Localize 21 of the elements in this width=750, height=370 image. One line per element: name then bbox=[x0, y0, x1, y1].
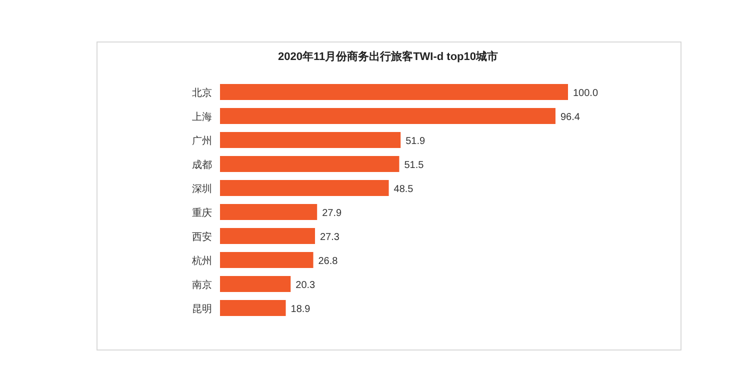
y-tick-label: 上海 bbox=[192, 111, 212, 123]
y-tick-label: 重庆 bbox=[192, 207, 212, 219]
y-tick-label: 北京 bbox=[192, 87, 212, 99]
data-label: 27.3 bbox=[320, 232, 340, 243]
y-tick-label: 深圳 bbox=[192, 183, 212, 195]
y-tick-label: 南京 bbox=[192, 279, 212, 291]
y-tick-label: 成都 bbox=[192, 159, 212, 171]
y-tick-label: 昆明 bbox=[192, 304, 212, 315]
data-label: 51.9 bbox=[406, 136, 426, 147]
data-label: 18.9 bbox=[290, 304, 311, 315]
y-tick-label: 杭州 bbox=[191, 255, 212, 267]
data-label: 96.4 bbox=[560, 112, 580, 123]
y-tick-label: 西安 bbox=[192, 231, 212, 243]
data-label: 48.5 bbox=[394, 184, 414, 195]
chart-title: 2020年11月份商务出行旅客TWI-d top10城市 bbox=[278, 50, 498, 63]
data-label: 27.9 bbox=[322, 208, 342, 219]
data-label: 51.5 bbox=[404, 160, 424, 171]
data-label: 20.3 bbox=[296, 280, 316, 291]
data-label: 100.0 bbox=[573, 88, 598, 99]
y-tick-label: 广州 bbox=[192, 135, 212, 147]
data-label: 26.8 bbox=[318, 256, 338, 267]
